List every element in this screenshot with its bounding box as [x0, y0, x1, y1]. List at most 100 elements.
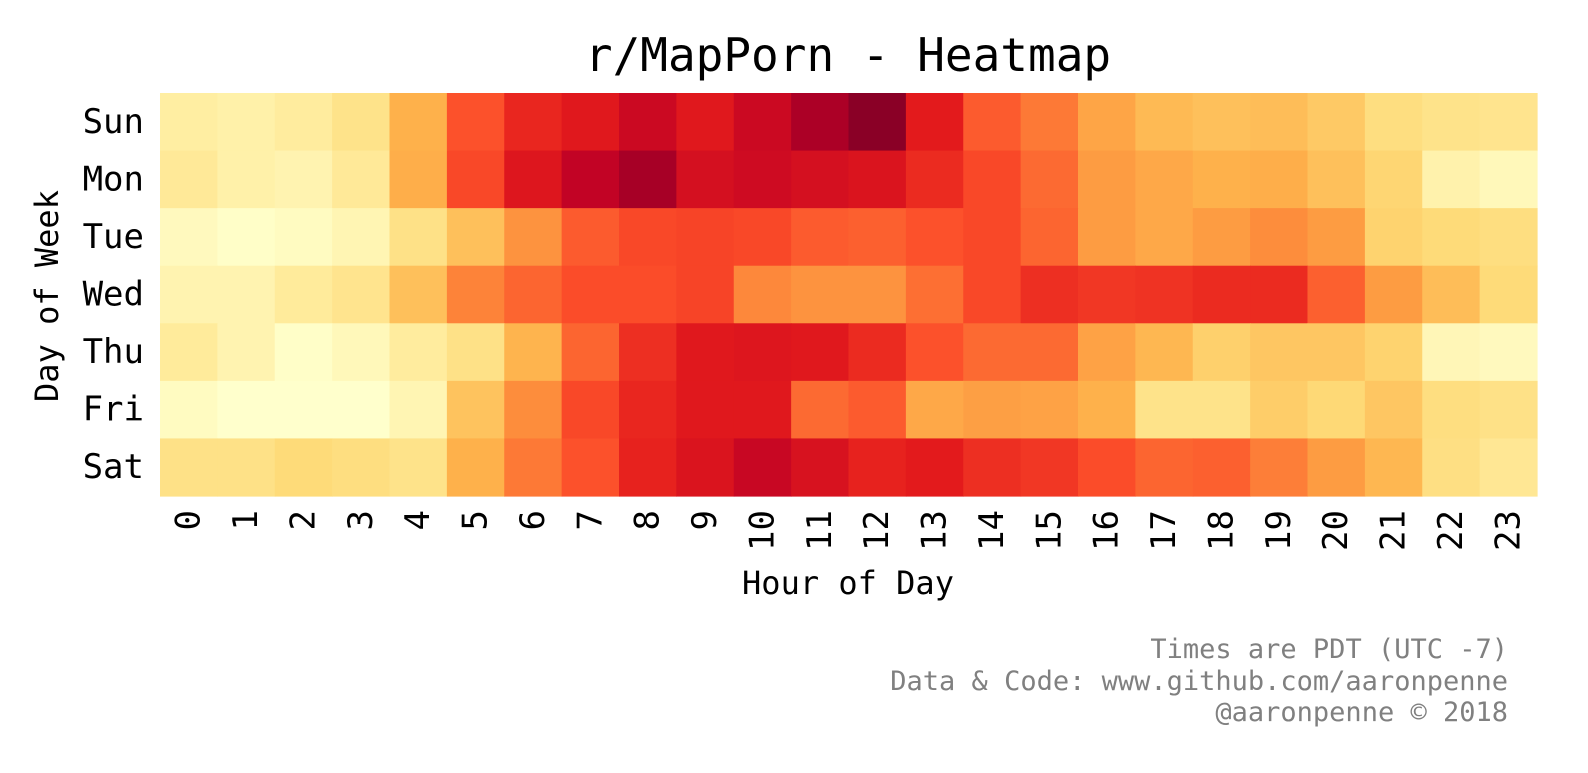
- heatmap-cell-sun-5: [446, 93, 505, 152]
- x-tick-label-23: 23: [1488, 510, 1528, 551]
- heatmap-cell-tue-7: [561, 208, 620, 267]
- heatmap-cell-sun-0: [160, 93, 218, 152]
- heatmap-cell-thu-10: [733, 323, 792, 382]
- heatmap-cell-fri-7: [561, 380, 620, 440]
- heatmap-cell-mon-4: [389, 150, 448, 209]
- heatmap-cell-mon-10: [733, 150, 792, 209]
- heatmap-cell-sat-16: [1078, 438, 1136, 497]
- heatmap-cell-wed-2: [274, 265, 333, 324]
- heatmap-cell-fri-12: [848, 380, 907, 440]
- heatmap-cell-sat-2: [274, 438, 333, 497]
- heatmap-cell-sun-12: [848, 93, 907, 152]
- heatmap-cell-sun-23: [1479, 93, 1538, 152]
- heatmap-cell-mon-6: [504, 150, 563, 209]
- heatmap-cell-tue-0: [160, 208, 218, 267]
- heatmap-cell-fri-0: [160, 380, 218, 440]
- heatmap-cell-thu-11: [791, 323, 850, 382]
- heatmap-cell-wed-3: [332, 265, 391, 324]
- heatmap-cell-mon-2: [274, 150, 333, 209]
- heatmap-cell-tue-17: [1135, 208, 1194, 267]
- heatmap-cell-tue-16: [1078, 208, 1136, 267]
- heatmap-cell-mon-0: [160, 150, 218, 209]
- heatmap-cell-thu-21: [1364, 323, 1423, 382]
- y-tick-label-sun: Sun: [83, 102, 144, 142]
- heatmap-cell-fri-14: [963, 380, 1022, 440]
- heatmap-cell-wed-1: [217, 265, 276, 324]
- x-tick-label-18: 18: [1201, 510, 1241, 551]
- y-tick-label-thu: Thu: [83, 332, 144, 372]
- heatmap-cell-mon-12: [848, 150, 907, 209]
- heatmap-cell-thu-16: [1078, 323, 1136, 382]
- heatmap-cell-fri-3: [332, 380, 391, 440]
- heatmap-cell-mon-23: [1479, 150, 1538, 209]
- heatmap-cell-thu-22: [1422, 323, 1481, 382]
- x-tick-label-8: 8: [628, 510, 668, 530]
- heatmap-cell-sat-1: [217, 438, 276, 497]
- heatmap-cell-mon-21: [1364, 150, 1423, 209]
- heatmap-cell-wed-20: [1307, 265, 1366, 324]
- heatmap-cell-thu-5: [446, 323, 505, 382]
- x-tick-label-1: 1: [226, 510, 266, 530]
- heatmap-cell-wed-16: [1078, 265, 1136, 324]
- heatmap-cell-tue-9: [676, 208, 735, 267]
- heatmap-cell-wed-11: [791, 265, 850, 324]
- heatmap-cell-wed-0: [160, 265, 218, 324]
- heatmap-cell-mon-22: [1422, 150, 1481, 209]
- heatmap-cell-mon-5: [446, 150, 505, 209]
- heatmap-cell-thu-18: [1192, 323, 1251, 382]
- heatmap-cell-mon-8: [619, 150, 677, 209]
- credits-block: Times are PDT (UTC -7) Data & Code: www.…: [890, 634, 1508, 729]
- heatmap-cell-sun-11: [791, 93, 850, 152]
- heatmap-cell-sat-7: [561, 438, 620, 497]
- heatmap-cell-thu-12: [848, 323, 907, 382]
- heatmap-cell-sun-14: [963, 93, 1022, 152]
- heatmap-cell-mon-11: [791, 150, 850, 209]
- heatmap-cell-wed-6: [504, 265, 563, 324]
- heatmap-cell-fri-10: [733, 380, 792, 440]
- heatmap-cell-fri-22: [1422, 380, 1481, 440]
- heatmap-cell-thu-19: [1250, 323, 1309, 382]
- heatmap-cells: [160, 93, 1538, 497]
- heatmap-cell-wed-19: [1250, 265, 1309, 324]
- y-axis-label: Day of Week: [28, 190, 66, 402]
- heatmap-cell-fri-16: [1078, 380, 1136, 440]
- heatmap-cell-fri-5: [446, 380, 505, 440]
- heatmap-cell-fri-6: [504, 380, 563, 440]
- heatmap-cell-tue-2: [274, 208, 333, 267]
- timezone-note: Times are PDT (UTC -7): [1150, 634, 1508, 665]
- x-tick-label-16: 16: [1087, 510, 1127, 551]
- heatmap-cell-tue-11: [791, 208, 850, 267]
- x-tick-label-17: 17: [1144, 510, 1184, 551]
- heatmap-cell-fri-17: [1135, 380, 1194, 440]
- heatmap-cell-sat-18: [1192, 438, 1251, 497]
- heatmap-cell-sun-17: [1135, 93, 1194, 152]
- heatmap-cell-mon-7: [561, 150, 620, 209]
- heatmap-cell-thu-4: [389, 323, 448, 382]
- heatmap-cell-tue-20: [1307, 208, 1366, 267]
- x-tick-label-12: 12: [857, 510, 897, 551]
- heatmap-cell-tue-8: [619, 208, 677, 267]
- heatmap-cell-wed-8: [619, 265, 677, 324]
- heatmap-cell-fri-19: [1250, 380, 1309, 440]
- heatmap-cell-fri-9: [676, 380, 735, 440]
- x-tick-label-9: 9: [685, 510, 725, 530]
- heatmap-cell-sat-13: [905, 438, 964, 497]
- heatmap-cell-thu-23: [1479, 323, 1538, 382]
- heatmap-cell-tue-22: [1422, 208, 1481, 267]
- heatmap-cell-mon-20: [1307, 150, 1366, 209]
- x-tick-label-5: 5: [456, 510, 496, 530]
- heatmap-cell-sun-10: [733, 93, 792, 152]
- x-tick-label-20: 20: [1316, 510, 1356, 551]
- heatmap-cell-sun-9: [676, 93, 735, 152]
- heatmap-cell-sat-23: [1479, 438, 1538, 497]
- heatmap-cell-tue-19: [1250, 208, 1309, 267]
- heatmap-cell-fri-21: [1364, 380, 1423, 440]
- x-tick-label-3: 3: [341, 510, 381, 530]
- y-tick-label-wed: Wed: [83, 275, 144, 315]
- heatmap-cell-sun-1: [217, 93, 276, 152]
- heatmap-cell-tue-10: [733, 208, 792, 267]
- heatmap-cell-sat-11: [791, 438, 850, 497]
- heatmap-cell-mon-14: [963, 150, 1022, 209]
- y-tick-label-tue: Tue: [83, 217, 144, 257]
- heatmap-cell-mon-13: [905, 150, 964, 209]
